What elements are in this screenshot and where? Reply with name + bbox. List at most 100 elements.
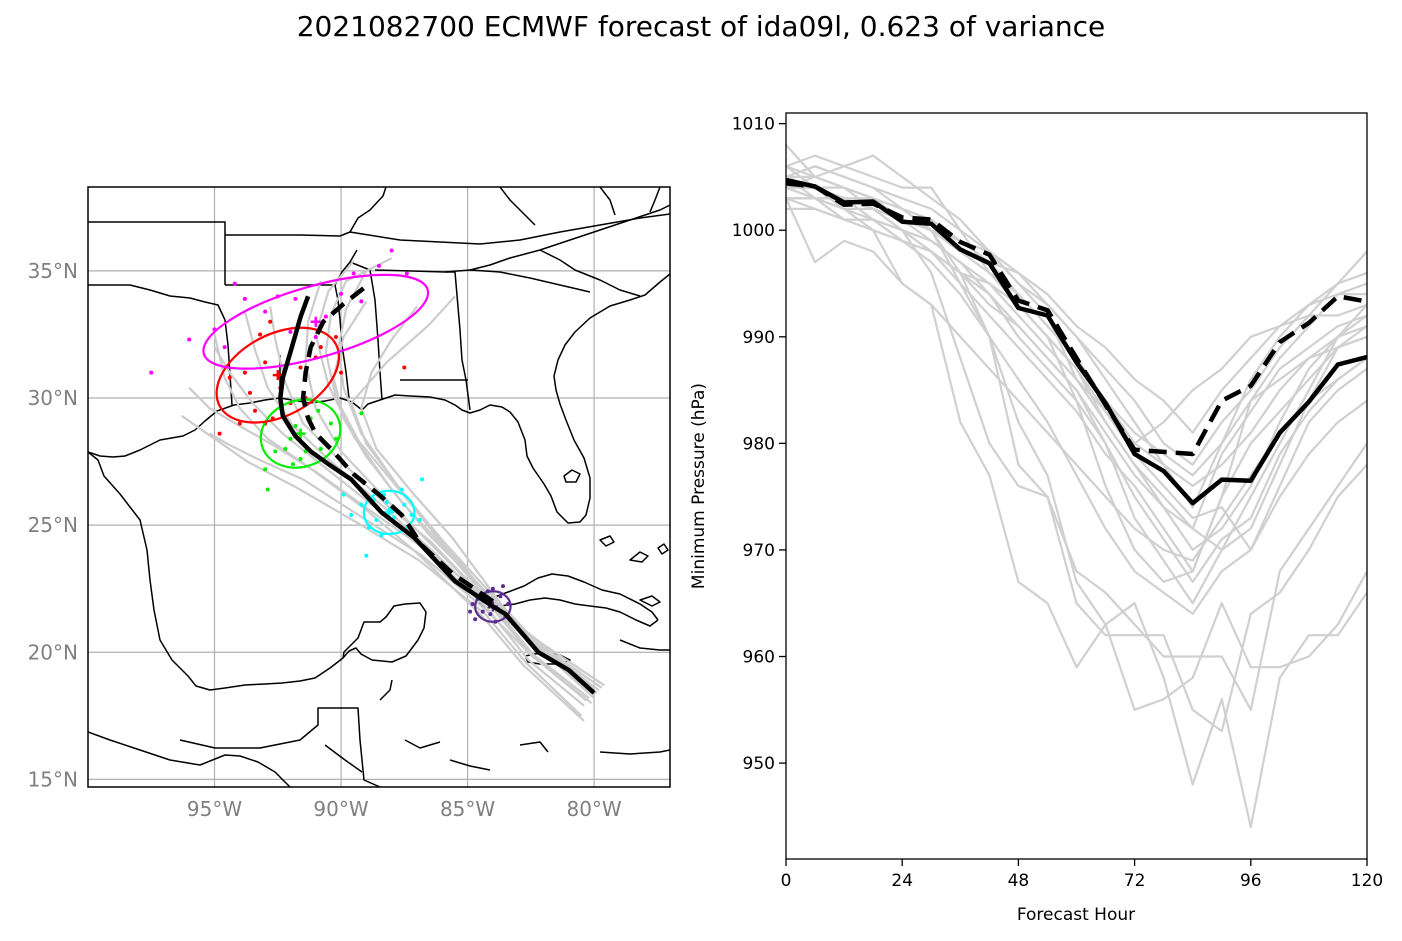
ensemble-tracks [180,257,605,722]
x-tick-label: 0 [781,871,792,891]
x-tick-label: 24 [891,871,913,891]
lat-tick-label: 35°N [28,259,78,283]
member-position-dot [247,390,252,395]
member-position-dot [480,609,485,614]
ellipse-hour-48 [362,489,416,536]
member-position-dot [420,477,425,482]
control-pressure-line [786,181,1367,457]
control-track [300,284,495,604]
x-axis-label: Forecast Hour [1017,905,1135,925]
member-position-dot [377,263,381,268]
x-tick-label: 120 [1351,871,1383,891]
member-position-dot [498,594,503,599]
member-position-dot [298,457,303,462]
member-position-dot [409,512,414,517]
member-position-dot [149,370,154,375]
ellipse-hour-96 [202,273,430,370]
ellipse-center-hour-84 [272,370,283,381]
y-tick-label: 960 [743,648,775,668]
lon-tick-label: 95°W [187,797,242,821]
ellipse-hour-24 [474,590,512,623]
member-position-dot [339,370,344,375]
member-pressure-line [786,186,1367,552]
lat-tick-label: 15°N [28,767,78,791]
member-position-dot [349,512,354,517]
uncertainty-ellipses [202,273,512,623]
member-position-dot [263,360,268,365]
lon-tick-label: 85°W [440,797,495,821]
pressure-frame [785,112,1368,860]
ensemble-track [213,334,585,722]
member-position-dot [333,436,338,441]
member-position-dot [263,309,268,314]
member-position-dot [318,345,323,350]
member-position-dot [470,601,475,606]
member-position-dot [222,345,227,350]
track-map: 95°W 90°W 85°W 80°W 15°N 20°N 25°N 30°N 35°N [28,186,671,821]
member-position-dot [313,335,318,339]
lat-tick-label: 30°N [28,386,78,410]
y-tick-label: 970 [743,541,775,561]
member-position-dot [232,281,237,286]
mean-and-control-pressure-lines [786,177,1367,506]
member-position-dot [359,502,364,507]
mean-pressure-line [786,177,1367,506]
member-position-dot [217,431,222,436]
member-position-dot [283,446,288,451]
member-position-dot [323,314,328,319]
pressure-axis-ticks: 0 24 48 72 96 120 950 960 970 980 990 1000 1010 [732,115,1383,891]
y-tick-label: 1000 [732,221,775,241]
member-position-dot [473,617,478,622]
member-pressure-line [786,165,1367,711]
map-tick-labels: 95°W 90°W 85°W 80°W 15°N 20°N 25°N 30°N 35°N [28,259,622,821]
member-position-dot [468,609,473,614]
member-position-dot [500,584,505,589]
x-tick-label: 48 [1008,871,1030,891]
lon-tick-label: 80°W [566,797,621,821]
member-position-dot [333,335,338,339]
member-position-dot [288,436,293,441]
member-position-dot [293,423,298,428]
member-position-dot [374,518,379,523]
ellipse-center-hour-72 [295,428,306,439]
member-position-dot [227,375,232,380]
mean-track [278,295,596,695]
member-position-dot [258,332,263,337]
y-tick-label: 950 [743,754,775,774]
y-tick-label: 1010 [732,115,775,135]
member-position-dot [288,329,293,334]
map-background [88,187,670,787]
member-position-dot [399,487,404,492]
y-tick-label: 990 [743,328,775,348]
pressure-chart: 0 24 48 72 96 120 950 960 970 980 990 1000 1010 Fore… [689,112,1383,925]
member-position-dot [384,500,389,505]
member-position-dot [389,248,394,253]
mean-and-control-tracks [278,284,596,695]
member-position-dot [359,299,364,304]
member-pressure-line [786,165,1367,509]
member-position-dot [488,612,493,617]
member-position-dot [359,411,364,416]
member-position-dot [417,518,422,523]
member-position-dot [298,365,303,370]
member-position-dot [364,553,369,558]
member-position-dot [392,515,397,520]
member-position-dot [265,487,270,492]
ellipse-hour-84 [215,326,341,424]
member-position-dot [318,446,323,451]
member-position-dot [490,586,495,591]
member-position-dot [339,291,344,296]
lat-tick-label: 20°N [28,640,78,664]
member-pressure-line [786,175,1367,445]
member-position-dot [351,271,356,276]
member-position-dot [187,337,192,342]
x-tick-label: 72 [1124,871,1146,891]
figure-title: 2021082700 ECMWF forecast of ida09l, 0.6… [296,10,1106,43]
member-pressure-line [786,165,1367,434]
ensemble-track [188,387,585,707]
x-tick-label: 96 [1240,871,1262,891]
y-axis-label: Minimum Pressure (hPa) [689,383,709,589]
member-position-dot [253,408,258,413]
member-position-dot [402,365,407,370]
lat-tick-label: 25°N [28,513,78,537]
